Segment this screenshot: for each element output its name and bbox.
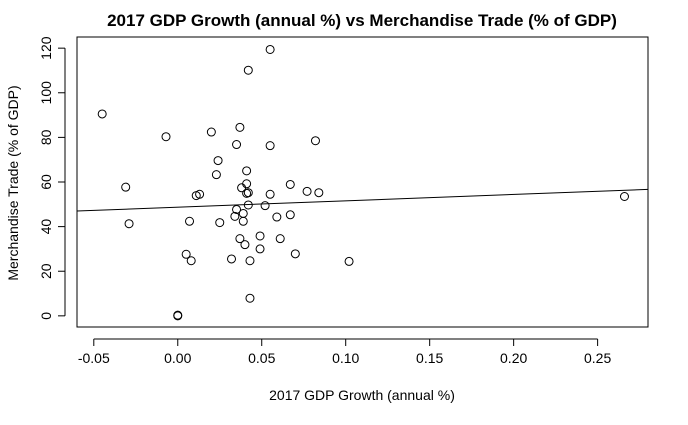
data-point (255, 231, 265, 241)
data-point (230, 211, 240, 221)
x-tick-label: 0.20 (500, 350, 527, 366)
data-point (215, 218, 225, 228)
data-point (285, 179, 295, 189)
data-point (211, 170, 221, 180)
data-point (235, 122, 245, 132)
data-point (243, 200, 253, 210)
x-tick-label: -0.05 (78, 350, 110, 366)
data-point (238, 216, 248, 226)
data-point (121, 182, 131, 192)
data-point (242, 179, 252, 189)
data-point (265, 189, 275, 199)
data-point (275, 234, 285, 244)
data-point (124, 219, 134, 229)
chart-title: 2017 GDP Growth (annual %) vs Merchandis… (107, 11, 617, 30)
x-tick-label: 0.05 (248, 350, 275, 366)
data-point (195, 189, 205, 199)
data-point (619, 192, 629, 201)
data-point (310, 136, 320, 146)
y-tick-label: 100 (38, 81, 54, 105)
y-tick-label: 0 (38, 312, 54, 320)
data-point (173, 311, 183, 321)
x-tick-label: 0.10 (332, 350, 359, 366)
data-point (344, 256, 354, 266)
data-point (245, 256, 255, 266)
data-point (265, 141, 275, 151)
plot-frame (76, 36, 649, 328)
x-axis-label: 2017 GDP Growth (annual %) (269, 387, 455, 403)
data-point (243, 65, 253, 75)
data-point (290, 249, 300, 259)
data-point (285, 210, 295, 220)
y-tick-label: 60 (38, 174, 54, 190)
data-point (213, 156, 223, 166)
data-point (242, 166, 252, 176)
x-tick-label: 0.25 (584, 350, 611, 366)
data-point (243, 188, 253, 198)
data-point (260, 201, 270, 211)
y-tick-label: 120 (38, 36, 54, 60)
data-point (240, 240, 250, 250)
data-point (227, 254, 237, 264)
y-tick-label: 80 (38, 129, 54, 145)
data-point (302, 186, 312, 196)
data-point (272, 212, 282, 222)
data-point (232, 140, 242, 150)
regression-line (76, 188, 649, 212)
data-point (235, 234, 245, 244)
data-point (206, 127, 216, 137)
x-tick-label: 0.15 (416, 350, 443, 366)
data-point (232, 204, 242, 214)
data-point (255, 244, 265, 254)
data-point (245, 293, 255, 303)
data-point (181, 249, 191, 259)
x-tick-label: 0.00 (164, 350, 191, 366)
data-points (97, 44, 629, 321)
data-point (185, 216, 195, 226)
data-point (97, 109, 107, 119)
data-point (238, 208, 248, 218)
y-axis-label: Merchandise Trade (% of GDP) (5, 85, 21, 280)
x-axis: -0.05 0.00 0.05 0.10 0.15 0.20 0.25 (78, 338, 611, 366)
y-axis: 0 20 40 60 80 100 120 (38, 36, 66, 320)
data-point (265, 44, 275, 54)
y-tick-label: 40 (38, 219, 54, 235)
data-point (161, 132, 171, 142)
data-point (186, 256, 196, 266)
y-tick-label: 20 (38, 263, 54, 279)
data-point (314, 188, 324, 198)
regression-line-group (76, 188, 649, 212)
